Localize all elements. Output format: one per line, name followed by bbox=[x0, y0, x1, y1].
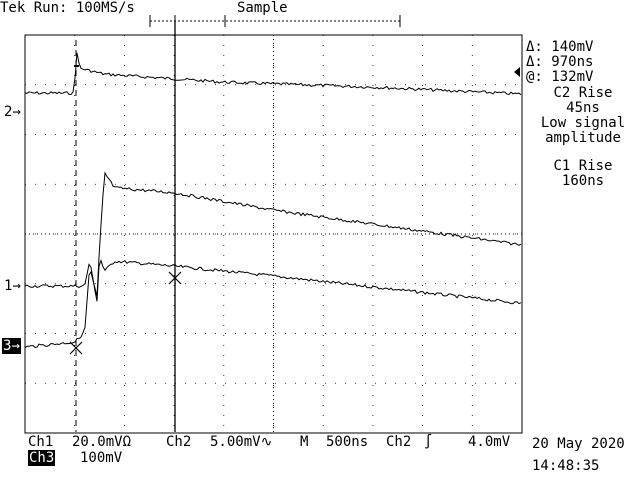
at-v-readout: @: 132mV bbox=[526, 69, 594, 85]
note-line1: Low signal bbox=[540, 115, 626, 131]
graticule-grid bbox=[24, 34, 523, 434]
ch1-marker: 1→ bbox=[4, 278, 21, 294]
c1-rise-value: 160ns bbox=[561, 173, 605, 189]
right-trigger-arrow bbox=[514, 67, 520, 77]
timebase-label: M bbox=[300, 434, 309, 450]
ch1-label[interactable]: Ch1 bbox=[28, 434, 54, 450]
acquisition-status: Tek Run: 100MS/s bbox=[0, 0, 135, 16]
trigger-source: Ch2 bbox=[386, 434, 412, 450]
c2-rise-value: 45ns bbox=[566, 100, 600, 116]
acquisition-mode: Sample bbox=[237, 0, 288, 16]
record-bar[interactable] bbox=[149, 15, 401, 27]
c1-rise-label: C1 Rise bbox=[553, 158, 613, 174]
ch3-scale: 100mV bbox=[80, 450, 123, 466]
delta-v-readout: Δ: 140mV bbox=[526, 39, 594, 55]
trace-ch3 bbox=[24, 171, 522, 349]
cursor-lines bbox=[74, 22, 176, 432]
trace-ch1 bbox=[24, 259, 522, 305]
capture-date: 20 May 2020 bbox=[532, 436, 625, 452]
cross-marker-1b bbox=[69, 341, 83, 355]
cursor-cross-markers bbox=[69, 271, 182, 355]
ch3-label[interactable]: Ch3 bbox=[28, 450, 56, 466]
c2-rise-label: C2 Rise bbox=[553, 85, 613, 101]
ch2-marker: 2→ bbox=[4, 104, 21, 120]
trace-ch2 bbox=[24, 52, 522, 96]
ch2-scale: 5.00mV∿ bbox=[210, 434, 273, 450]
trigger-slope-icon: ∫ bbox=[424, 434, 433, 450]
ch2-label[interactable]: Ch2 bbox=[166, 434, 192, 450]
capture-time: 14:48:35 bbox=[532, 458, 600, 474]
trigger-level: 4.0mV bbox=[468, 434, 511, 450]
delta-t-readout: Δ: 970ns bbox=[526, 54, 594, 70]
ch1-scale: 20.0mVΩ bbox=[72, 434, 132, 450]
note-line2: amplitude bbox=[545, 130, 621, 146]
timebase-scale: 500ns bbox=[326, 434, 369, 450]
ch3-marker: 3→ bbox=[2, 338, 21, 354]
cross-marker-2b bbox=[168, 271, 182, 285]
